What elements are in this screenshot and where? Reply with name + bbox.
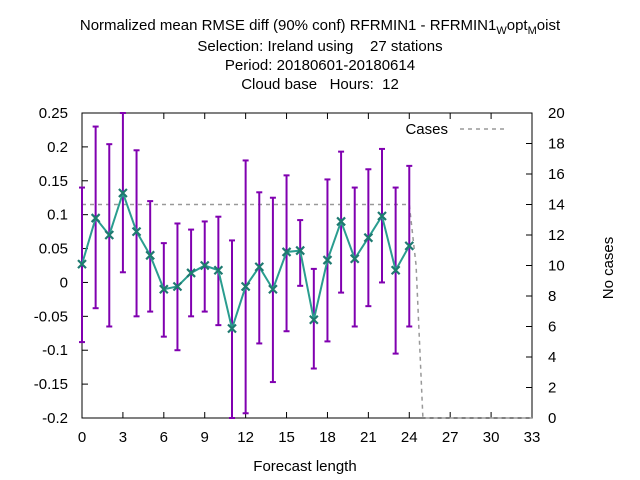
chart-axes: 0 3 6 9 12 15 18 21 24 27 30 330.250.20.150.10.050-… xyxy=(34,105,565,446)
y-tick-label: 0.05 xyxy=(39,241,68,258)
chart-cloud-hours: Cloud base Hours: 12 xyxy=(241,76,399,93)
x-axis-label: Forecast length xyxy=(253,458,356,475)
y-tick-label: 0.2 xyxy=(47,139,68,156)
x-tick-label: 6 xyxy=(160,429,168,446)
x-tick-label: 15 xyxy=(278,429,295,446)
data-point xyxy=(186,268,196,278)
y2-tick-label: 10 xyxy=(548,258,565,275)
cases-layer xyxy=(82,203,532,419)
data-point xyxy=(336,216,346,227)
y2-tick-label: 20 xyxy=(548,105,565,122)
y2-tick-label: 18 xyxy=(548,136,565,153)
data-point xyxy=(295,245,305,256)
chart-title-sub2: M xyxy=(527,25,537,37)
x-tick-label: 27 xyxy=(442,429,459,446)
y-tick-label: -0.1 xyxy=(42,342,68,359)
legend: Cases xyxy=(405,121,506,138)
y-tick-label: -0.05 xyxy=(34,308,68,325)
data-point xyxy=(404,241,415,251)
x-tick-label: 21 xyxy=(360,429,377,446)
x-tick-label: 18 xyxy=(319,429,336,446)
data-point xyxy=(240,281,251,292)
chart-title-end: oist xyxy=(536,17,561,34)
data-point xyxy=(90,213,101,223)
data-point xyxy=(281,247,292,257)
y-tick-label: 0.25 xyxy=(39,105,68,122)
y-tick-label: -0.2 xyxy=(42,410,68,427)
data-point xyxy=(363,232,374,243)
y2-tick-label: 8 xyxy=(548,288,556,305)
data-point xyxy=(227,323,237,334)
y-tick-label: 0.15 xyxy=(39,173,68,190)
data-point xyxy=(104,230,115,240)
chart-selection: Selection: Ireland using 27 stations xyxy=(197,38,443,55)
x-tick-label: 33 xyxy=(524,429,541,446)
data-point xyxy=(172,281,183,292)
chart-title-sub1: W xyxy=(496,25,507,37)
data-point xyxy=(349,253,360,264)
chart-title: Normalized mean RMSE diff (90% conf) RFR… xyxy=(0,17,640,40)
data-point xyxy=(159,284,169,294)
series-layer xyxy=(77,188,415,334)
errorbar-layer xyxy=(79,112,413,419)
x-tick-label: 12 xyxy=(237,429,254,446)
data-point xyxy=(118,188,128,198)
legend-label: Cases xyxy=(405,121,448,138)
data-point xyxy=(390,265,401,276)
data-point xyxy=(77,259,87,269)
y-tick-label: 0.1 xyxy=(47,207,68,224)
chart-period: Period: 20180601-20180614 xyxy=(224,57,416,74)
x-tick-label: 24 xyxy=(401,429,418,446)
data-point xyxy=(322,255,333,265)
y2-tick-label: 0 xyxy=(548,410,556,427)
data-point xyxy=(309,314,319,325)
y2-tick-label: 6 xyxy=(548,319,556,336)
x-tick-label: 9 xyxy=(201,429,209,446)
data-point xyxy=(145,250,155,261)
y2-axis-label: No cases xyxy=(600,237,617,300)
x-tick-label: 3 xyxy=(119,429,127,446)
cases-line xyxy=(82,203,532,419)
data-point xyxy=(199,260,210,271)
chart-title-mid: opt xyxy=(506,17,528,34)
data-point xyxy=(254,262,265,272)
data-point xyxy=(213,265,224,276)
y2-tick-label: 16 xyxy=(548,166,565,183)
x-tick-label: 30 xyxy=(483,429,500,446)
axis-labels: Forecast length No cases xyxy=(253,237,617,475)
data-point xyxy=(377,211,387,221)
y-tick-label: 0 xyxy=(60,274,68,291)
x-tick-label: 0 xyxy=(78,429,86,446)
y2-tick-label: 12 xyxy=(548,227,565,244)
y2-tick-label: 4 xyxy=(548,349,556,366)
data-point xyxy=(131,226,142,237)
y2-tick-label: 14 xyxy=(548,197,565,214)
y-tick-label: -0.15 xyxy=(34,376,68,393)
chart-title-main: Normalized mean RMSE diff (90% conf) RFR… xyxy=(79,17,497,34)
data-point xyxy=(268,284,278,294)
y2-tick-label: 2 xyxy=(548,380,556,397)
